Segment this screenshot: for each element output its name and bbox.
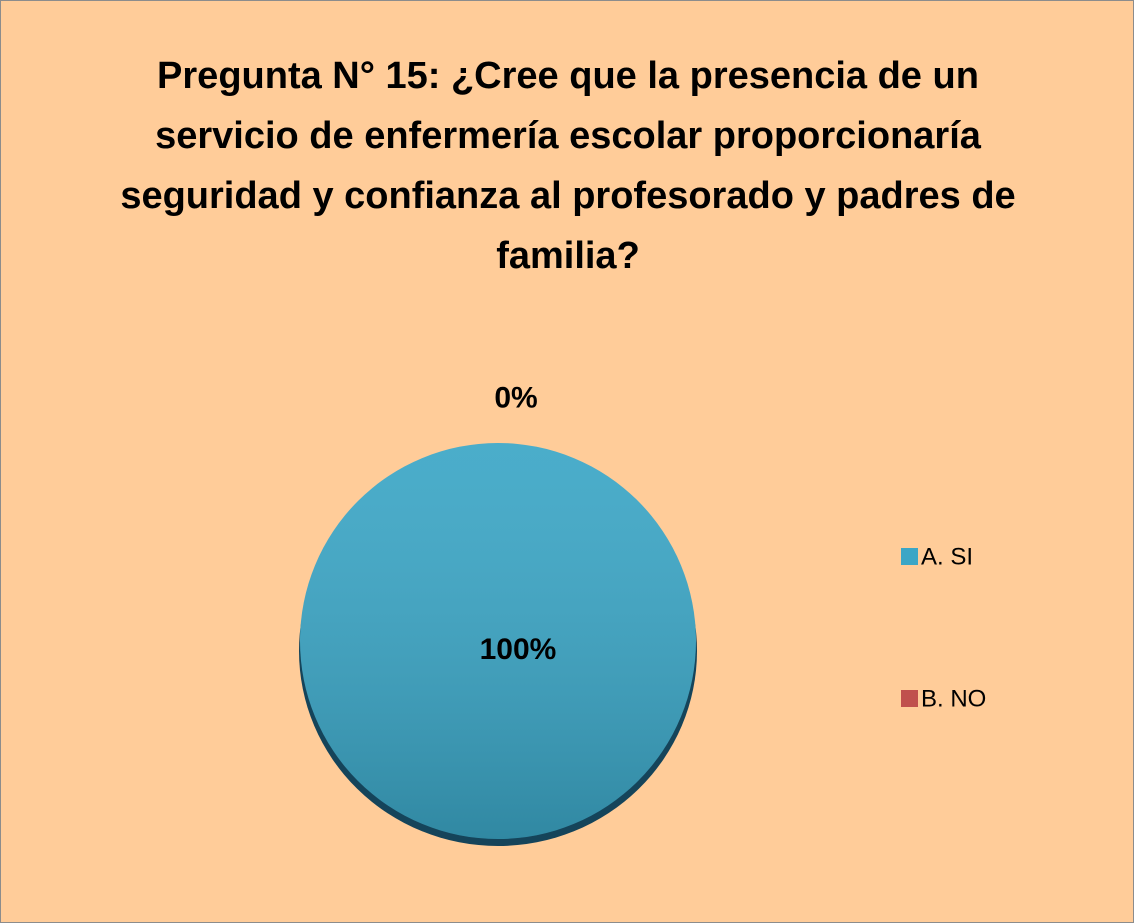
data-label: 0% [494, 381, 537, 414]
legend-label: A. SI [921, 543, 973, 570]
pie-slice-shade [300, 443, 696, 839]
legend-swatch [901, 548, 918, 565]
data-label: 100% [480, 633, 557, 666]
legend-swatch [901, 690, 918, 707]
legend-label: B. NO [921, 685, 986, 712]
chart-title: Pregunta N° 15: ¿Cree que la presencia d… [120, 55, 1016, 277]
